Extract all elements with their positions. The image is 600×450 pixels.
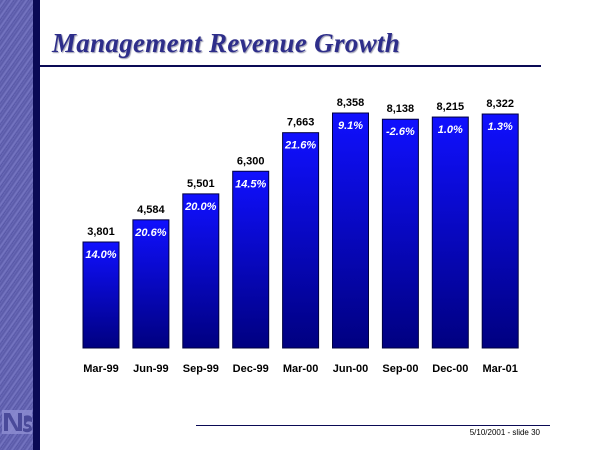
growth-label: 14.5% [235,178,266,190]
value-label: 8,358 [337,97,365,109]
category-label: Dec-99 [233,363,269,375]
value-label: 4,584 [137,204,165,216]
value-label: 7,663 [287,117,315,129]
bar-dec-99 [232,170,270,349]
bar-mar-99 [82,241,120,349]
bar-jun-00 [332,112,369,349]
category-label: Sep-00 [382,363,418,375]
value-label: 8,138 [387,103,415,115]
growth-label: 14.0% [85,249,116,261]
growth-label: 1.3% [488,121,513,133]
sidebar-texture [0,0,33,450]
value-label: 6,300 [237,155,265,167]
ns-logo-icon [2,410,32,434]
category-label: Jun-00 [333,363,368,375]
footer-slide-info: 5/10/2001 - slide 30 [469,428,540,437]
growth-label: 20.6% [134,227,166,239]
category-label: Mar-01 [482,363,517,375]
bar-mar-01 [481,113,519,349]
bar-sep-00 [381,118,419,349]
bar-mar-00 [282,132,320,349]
value-label: 8,215 [437,101,465,113]
title-divider [40,65,541,67]
bar-sep-99 [182,193,220,349]
growth-label: 1.0% [438,124,463,136]
category-label: Jun-99 [133,363,168,375]
bar-dec-00 [431,116,469,349]
growth-label: -2.6% [386,126,415,138]
sidebar-edge [33,0,40,450]
growth-label: 21.6% [284,140,316,152]
value-label: 5,501 [187,178,215,190]
category-label: Mar-00 [283,363,318,375]
bar-jun-99 [132,219,170,349]
footer-divider [196,425,550,426]
growth-label: 9.1% [338,120,363,132]
value-label: 8,322 [486,98,514,110]
category-label: Sep-99 [183,363,219,375]
slide-title: Management Revenue Growth [52,28,401,58]
value-label: 3,801 [87,226,115,238]
category-label: Mar-99 [83,363,118,375]
growth-label: 20.0% [184,201,216,213]
category-label: Dec-00 [432,363,468,375]
